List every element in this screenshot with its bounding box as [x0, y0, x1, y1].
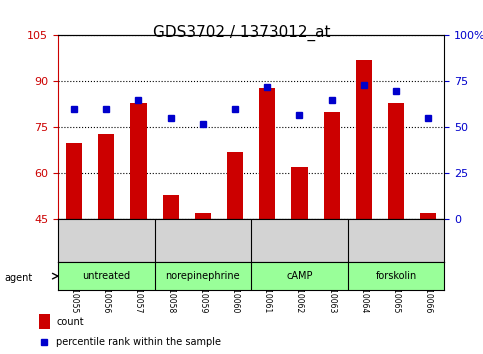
Text: GDS3702 / 1373012_at: GDS3702 / 1373012_at [153, 25, 330, 41]
Text: count: count [56, 317, 84, 327]
Bar [130, 103, 146, 219]
Bar [163, 195, 179, 219]
Bar [195, 213, 211, 219]
Bar [66, 143, 82, 219]
Bar [356, 60, 372, 219]
Text: cAMP: cAMP [286, 271, 313, 281]
Bar [259, 87, 275, 219]
Bar [420, 213, 436, 219]
Text: forskolin: forskolin [375, 271, 417, 281]
Text: agent: agent [5, 273, 33, 283]
Bar [227, 152, 243, 219]
Text: untreated: untreated [82, 271, 130, 281]
Text: norepinephrine: norepinephrine [166, 271, 240, 281]
Bar [324, 112, 340, 219]
Bar [39, 314, 50, 329]
Bar [388, 103, 404, 219]
Text: percentile rank within the sample: percentile rank within the sample [56, 337, 221, 347]
Bar [291, 167, 308, 219]
Bar [98, 133, 114, 219]
